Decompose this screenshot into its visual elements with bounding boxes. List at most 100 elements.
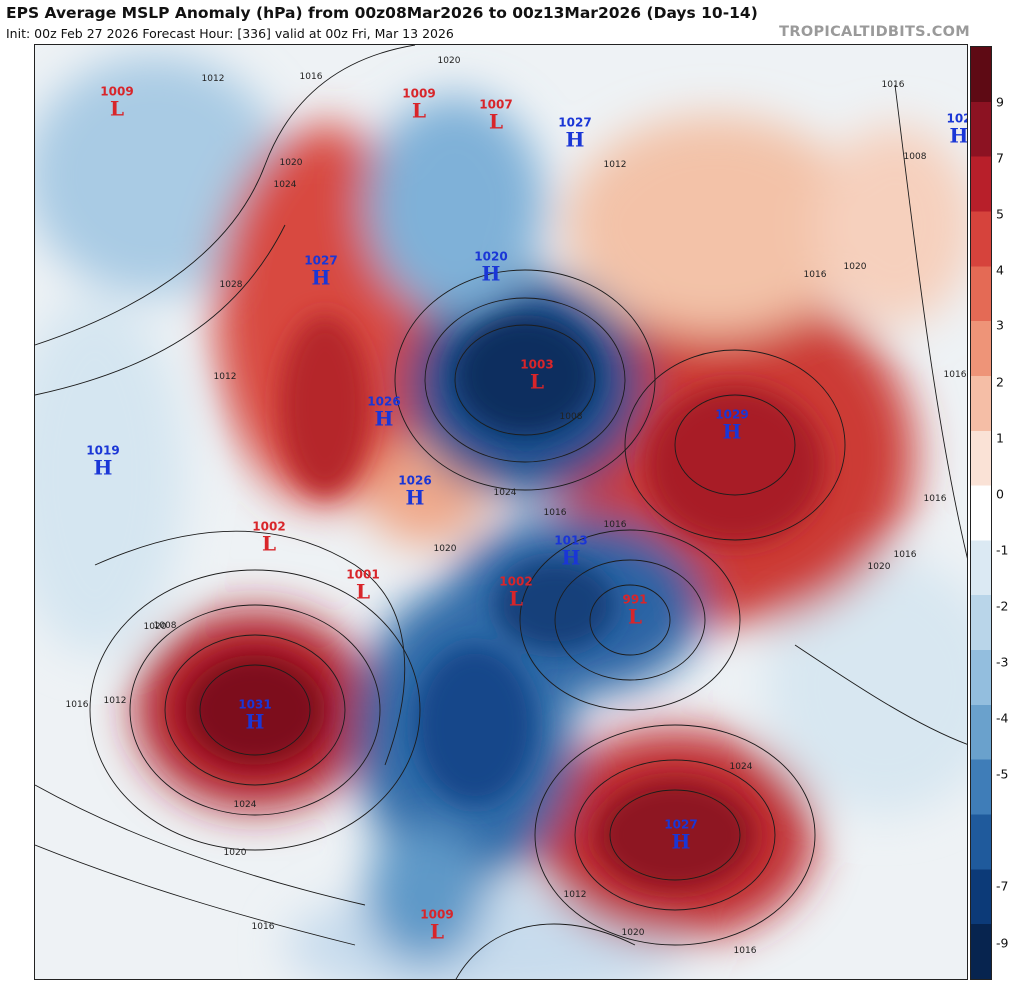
colorbar-tick: 7 (996, 150, 1004, 166)
center-symbol: H (93, 455, 113, 480)
isobar-label: 1012 (201, 74, 225, 84)
center-symbol: H (245, 709, 265, 734)
colorbar-tick: 1 (996, 430, 1004, 446)
center-value: 1020 (474, 249, 508, 264)
isobar-label: 1012 (563, 890, 587, 900)
isobar-label: 1016 (881, 80, 905, 90)
colorbar-tick: 3 (996, 317, 1004, 333)
center-value: 1027 (664, 817, 698, 832)
isobar-label: 1016 (603, 520, 627, 530)
isobar-label: 1016 (923, 494, 947, 504)
center-value: 991 (622, 592, 648, 607)
center-value: 1003 (520, 357, 554, 372)
map-canvas (35, 45, 967, 979)
isobar-label: 1024 (273, 180, 297, 190)
high-pressure-center: 1027 H (304, 255, 337, 288)
anomaly-map: 1012 1016 1020 1024 1028 1008 1012 1020 1016 1024… (34, 44, 968, 980)
center-symbol: L (261, 531, 277, 556)
high-pressure-center: 1019 H (86, 445, 119, 478)
isobar-label: 1020 (279, 158, 303, 168)
center-value: 1001 (346, 567, 380, 582)
high-pressure-center: 1026 H (367, 396, 400, 429)
isobar-label: 1020 (621, 928, 645, 938)
center-value: 1002 (499, 574, 533, 589)
isobar-label: 1016 (65, 700, 89, 710)
low-pressure-center: 1009 L (100, 86, 133, 119)
center-symbol: L (411, 98, 427, 123)
colorbar-tick: -9 (996, 935, 1009, 951)
center-symbol: L (627, 604, 643, 629)
center-symbol: H (949, 123, 968, 148)
center-symbol: H (481, 261, 501, 286)
center-symbol: H (405, 485, 425, 510)
colorbar-tick: 2 (996, 374, 1004, 390)
isobar-label: 1016 (733, 946, 757, 956)
page-subtitle: Init: 00z Feb 27 2026 Forecast Hour: [33… (6, 26, 454, 41)
center-symbol: H (374, 406, 394, 431)
colorbar-tick: 4 (996, 262, 1004, 278)
center-value: 102 (946, 111, 967, 126)
center-symbol: H (561, 545, 581, 570)
high-pressure-center: 1027 H (558, 117, 591, 150)
center-value: 1007 (479, 97, 513, 112)
center-value: 1031 (238, 697, 272, 712)
colorbar-tick: 9 (996, 94, 1004, 110)
low-pressure-center: 991 L (622, 594, 647, 627)
high-pressure-center: 102H (946, 111, 968, 148)
center-symbol: L (488, 109, 504, 134)
center-symbol: L (429, 919, 445, 944)
colorbar-tick: -3 (996, 654, 1009, 670)
high-pressure-center: 1029 H (715, 409, 748, 442)
low-pressure-center: 1009 L (420, 909, 453, 942)
high-pressure-center: 1027 H (664, 819, 697, 852)
center-value: 1009 (420, 907, 454, 922)
isobar-label: 1024 (233, 800, 257, 810)
colorbar-ticks: 9 7 5 4 3 2 1 0 -1 -2 -3 -4 -5 -7 -9 (996, 46, 1024, 980)
center-value: 1019 (86, 443, 120, 458)
isobar-label: 1008 (153, 621, 177, 631)
high-pressure-center: 1026 H (398, 475, 431, 508)
center-value: 1026 (398, 473, 432, 488)
isobar-label: 1020 (223, 848, 247, 858)
isobar-label: 1016 (543, 508, 567, 518)
colorbar (970, 46, 992, 980)
isobar-label: 1016 (251, 922, 275, 932)
colorbar-tick: -2 (996, 598, 1009, 614)
low-pressure-center: 1009 L (402, 88, 435, 121)
isobar-label: 1012 (603, 160, 627, 170)
high-pressure-center: 1031 H (238, 699, 271, 732)
isobar-label: 1024 (729, 762, 753, 772)
center-value: 1027 (558, 115, 592, 130)
high-pressure-center: 1020 H (474, 251, 507, 284)
isobar-label: 1016 (803, 270, 827, 280)
isobar-label: 1020 (867, 562, 891, 572)
center-symbol: H (722, 419, 742, 444)
low-pressure-center: 1003 L (520, 359, 553, 392)
center-value: 1029 (715, 407, 749, 422)
center-symbol: L (529, 369, 545, 394)
isobar-label: 1028 (219, 280, 243, 290)
isobar-label: 1008 (559, 412, 583, 422)
center-symbol: L (355, 579, 371, 604)
low-pressure-center: 1001 L (346, 569, 379, 602)
low-pressure-center: 1002 L (252, 521, 285, 554)
isobar-label: 1016 (893, 550, 917, 560)
center-value: 1013 (554, 533, 588, 548)
center-value: 1009 (402, 86, 436, 101)
isobar-label: 1016 (943, 370, 967, 380)
colorbar-tick: 5 (996, 206, 1004, 222)
center-symbol: H (671, 829, 691, 854)
isobar-label: 1016 (299, 72, 323, 82)
center-value: 1002 (252, 519, 286, 534)
anomaly-field (35, 55, 967, 979)
center-symbol: L (508, 586, 524, 611)
page-title: EPS Average MSLP Anomaly (hPa) from 00z0… (6, 4, 758, 22)
low-pressure-center: 1007 L (479, 99, 512, 132)
high-pressure-center: 1013 H (554, 535, 587, 568)
low-pressure-center: 1002 L (499, 576, 532, 609)
isobar-label: 1020 (433, 544, 457, 554)
center-symbol: H (311, 265, 331, 290)
isobar-label: 1020 (437, 56, 461, 66)
isobar-label: 1008 (903, 152, 927, 162)
center-value: 1009 (100, 84, 134, 99)
